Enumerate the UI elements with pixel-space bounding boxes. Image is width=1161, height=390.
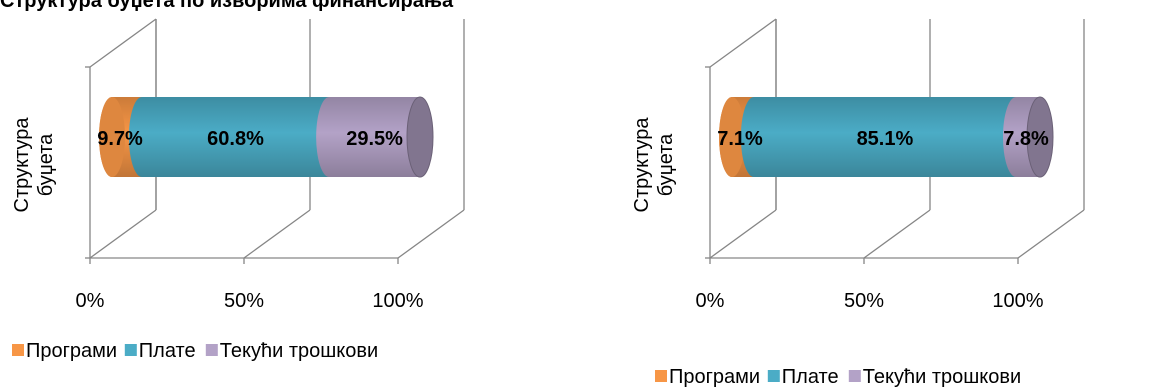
data-label: 60.8% (207, 128, 264, 150)
legend: Програми Плате Текући трошкови (655, 366, 1021, 388)
floor-gridline (397, 209, 465, 259)
bar-segment-Текући трошкови (316, 97, 433, 177)
y-category-label-line: Структура (11, 117, 33, 213)
page-heading: Структура буџета по изворима финансирања (0, 0, 454, 12)
legend-swatch (12, 344, 24, 356)
y-category-label-line: Структура (631, 117, 653, 213)
y-category-label: Структура буџета (631, 117, 677, 213)
wall-top-edge (709, 18, 777, 68)
y-category-label-line: буџета (35, 133, 57, 196)
legend-swatch (124, 344, 137, 356)
wall-top-edge (89, 18, 157, 68)
bar-segment-Плате (128, 97, 343, 177)
x-tick-label: 50% (844, 290, 884, 312)
floor-gridline (1017, 209, 1085, 259)
legend: Програми Плате Текући трошкови (12, 340, 378, 362)
legend-swatch (655, 370, 667, 382)
legend-label: Плате (782, 366, 839, 388)
legend-label: Програми (669, 366, 760, 388)
data-label: 7.8% (1003, 128, 1049, 150)
plot-area: 0% 50% 100% Структура буџета 7.1% 85.1% 7.8% (631, 18, 1085, 312)
chart-left: 0% 50% 100% Структура буџета 9.7% 60.8% 29.5% Пр… (11, 18, 465, 362)
floor-gridline (243, 209, 311, 259)
floor-gridline (863, 209, 931, 259)
data-label: 7.1% (717, 128, 763, 150)
data-label: 9.7% (97, 128, 143, 150)
floor-left-edge (709, 209, 777, 259)
x-tick-label: 0% (696, 290, 725, 312)
legend-swatch (848, 370, 861, 382)
plot-area: 0% 50% 100% Структура буџета 9.7% 60.8% 29.5% (11, 18, 465, 312)
data-label: 85.1% (857, 128, 914, 150)
y-category-label: Структура буџета (11, 117, 57, 213)
legend-swatch (205, 344, 218, 356)
floor-left-edge (89, 209, 157, 259)
bar-left-cap (99, 97, 125, 177)
chart-right: 0% 50% 100% Структура буџета 7.1% 85.1% 7.8% Про… (631, 18, 1085, 388)
y-category-label-line: буџета (655, 133, 677, 196)
bar-right-cap (406, 96, 434, 178)
x-tick-label: 100% (992, 290, 1043, 312)
bar-right-cap (1026, 96, 1054, 178)
x-tick-label: 50% (224, 290, 264, 312)
legend-swatch (767, 370, 780, 382)
legend-label: Програми (26, 340, 117, 362)
x-tick-label: 100% (372, 290, 423, 312)
legend-label: Плате (139, 340, 196, 362)
bar-left-cap (719, 97, 745, 177)
bar-segment-Плате (740, 97, 1029, 177)
x-tick-label: 0% (76, 290, 105, 312)
data-label: 29.5% (346, 128, 403, 150)
legend-label: Текући трошкови (220, 340, 378, 362)
legend-label: Текући трошкови (863, 366, 1021, 388)
